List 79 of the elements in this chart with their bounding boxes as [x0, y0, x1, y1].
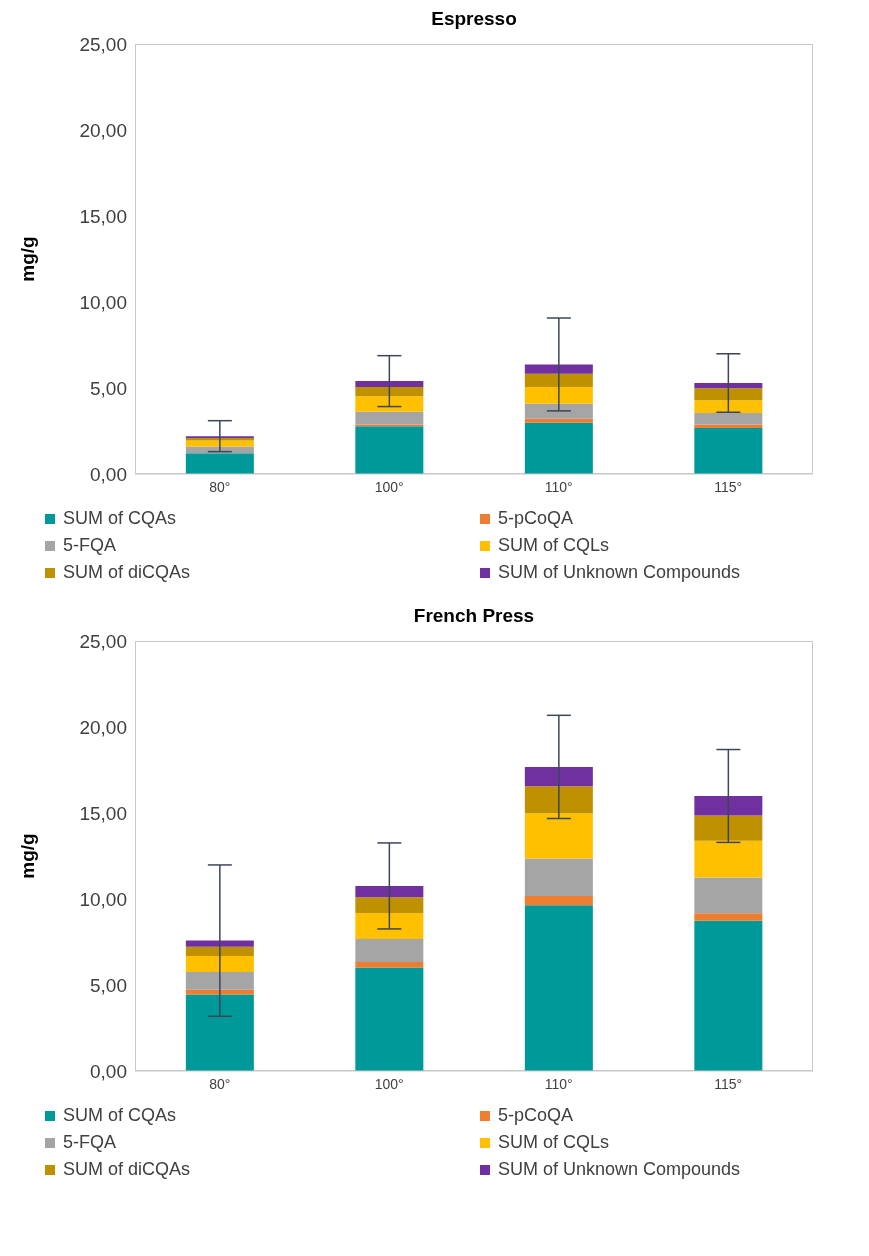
bar — [694, 424, 763, 429]
bar — [185, 956, 254, 973]
legend-label: SUM of CQLs — [498, 1132, 610, 1153]
chart-title: French Press — [412, 605, 536, 628]
legend-label: 5-FQA — [63, 535, 117, 556]
legend-label: 5-pCoQA — [498, 508, 574, 529]
bar — [185, 446, 254, 454]
y-tick-label: 25,00 — [79, 630, 127, 652]
y-tick-label: 25,00 — [79, 33, 127, 55]
legend-label: SUM of Unknown Compounds — [498, 562, 741, 583]
bar — [694, 913, 763, 921]
bar — [355, 962, 424, 968]
y-axis-title: mg/g — [17, 833, 39, 879]
y-tick-label: 15,00 — [79, 802, 127, 824]
bar — [524, 422, 593, 474]
bar — [524, 373, 593, 387]
chart-title: Espresso — [430, 8, 518, 31]
x-tick-label: 100° — [374, 1075, 404, 1092]
bar — [694, 840, 763, 878]
bar — [355, 897, 424, 913]
legend-label: SUM of diCQAs — [63, 562, 191, 583]
bar — [694, 815, 763, 841]
bar — [524, 418, 593, 423]
legend-label: SUM of CQAs — [63, 1105, 177, 1126]
bar — [694, 383, 763, 389]
bar — [694, 795, 763, 816]
bar — [355, 381, 424, 387]
y-tick-label: 0,00 — [90, 463, 127, 485]
bar — [355, 386, 424, 397]
bar — [524, 858, 593, 896]
legend-label: SUM of CQLs — [498, 535, 610, 556]
y-tick-label: 20,00 — [79, 119, 127, 141]
bar — [694, 428, 763, 474]
x-tick-label: 100° — [374, 478, 404, 495]
bar — [524, 905, 593, 1071]
x-tick-label: 110° — [544, 1075, 573, 1092]
bar — [694, 920, 763, 1071]
y-tick-label: 5,00 — [90, 377, 127, 399]
bar — [524, 403, 593, 419]
bar — [694, 388, 763, 401]
bar — [524, 364, 593, 374]
x-tick-label: 110° — [544, 478, 573, 495]
bar — [185, 453, 254, 474]
x-tick-label: 115° — [714, 1075, 743, 1092]
bar — [694, 400, 763, 413]
y-tick-label: 15,00 — [79, 205, 127, 227]
bar — [524, 786, 593, 814]
x-tick-label: 80° — [209, 1075, 231, 1092]
bar — [694, 877, 763, 914]
bar — [185, 972, 254, 990]
bar — [524, 813, 593, 859]
y-tick-label: 0,00 — [90, 1060, 127, 1082]
bar — [694, 412, 763, 425]
bar — [185, 940, 254, 947]
bar — [524, 386, 593, 404]
bar — [185, 994, 254, 1071]
bar — [524, 766, 593, 787]
bar — [355, 912, 424, 939]
legend-label: 5-pCoQA — [498, 1105, 574, 1126]
bar — [355, 967, 424, 1071]
y-tick-label: 20,00 — [79, 716, 127, 738]
legend-label: SUM of Unknown Compounds — [498, 1159, 741, 1180]
y-axis-title: mg/g — [17, 236, 39, 282]
bar — [185, 946, 254, 957]
bar — [185, 440, 254, 447]
bar — [355, 411, 424, 425]
legend-label: SUM of CQAs — [63, 508, 177, 529]
y-tick-label: 5,00 — [90, 974, 127, 996]
bar — [355, 396, 424, 412]
x-tick-label: 80° — [209, 478, 231, 495]
bar — [355, 885, 424, 898]
bar — [355, 426, 424, 474]
legend-label: 5-FQA — [63, 1132, 117, 1153]
legend-label: SUM of diCQAs — [63, 1159, 191, 1180]
bar — [355, 938, 424, 963]
bar — [524, 895, 593, 906]
y-tick-label: 10,00 — [79, 291, 127, 313]
y-tick-label: 10,00 — [79, 888, 127, 910]
x-tick-label: 115° — [714, 478, 743, 495]
